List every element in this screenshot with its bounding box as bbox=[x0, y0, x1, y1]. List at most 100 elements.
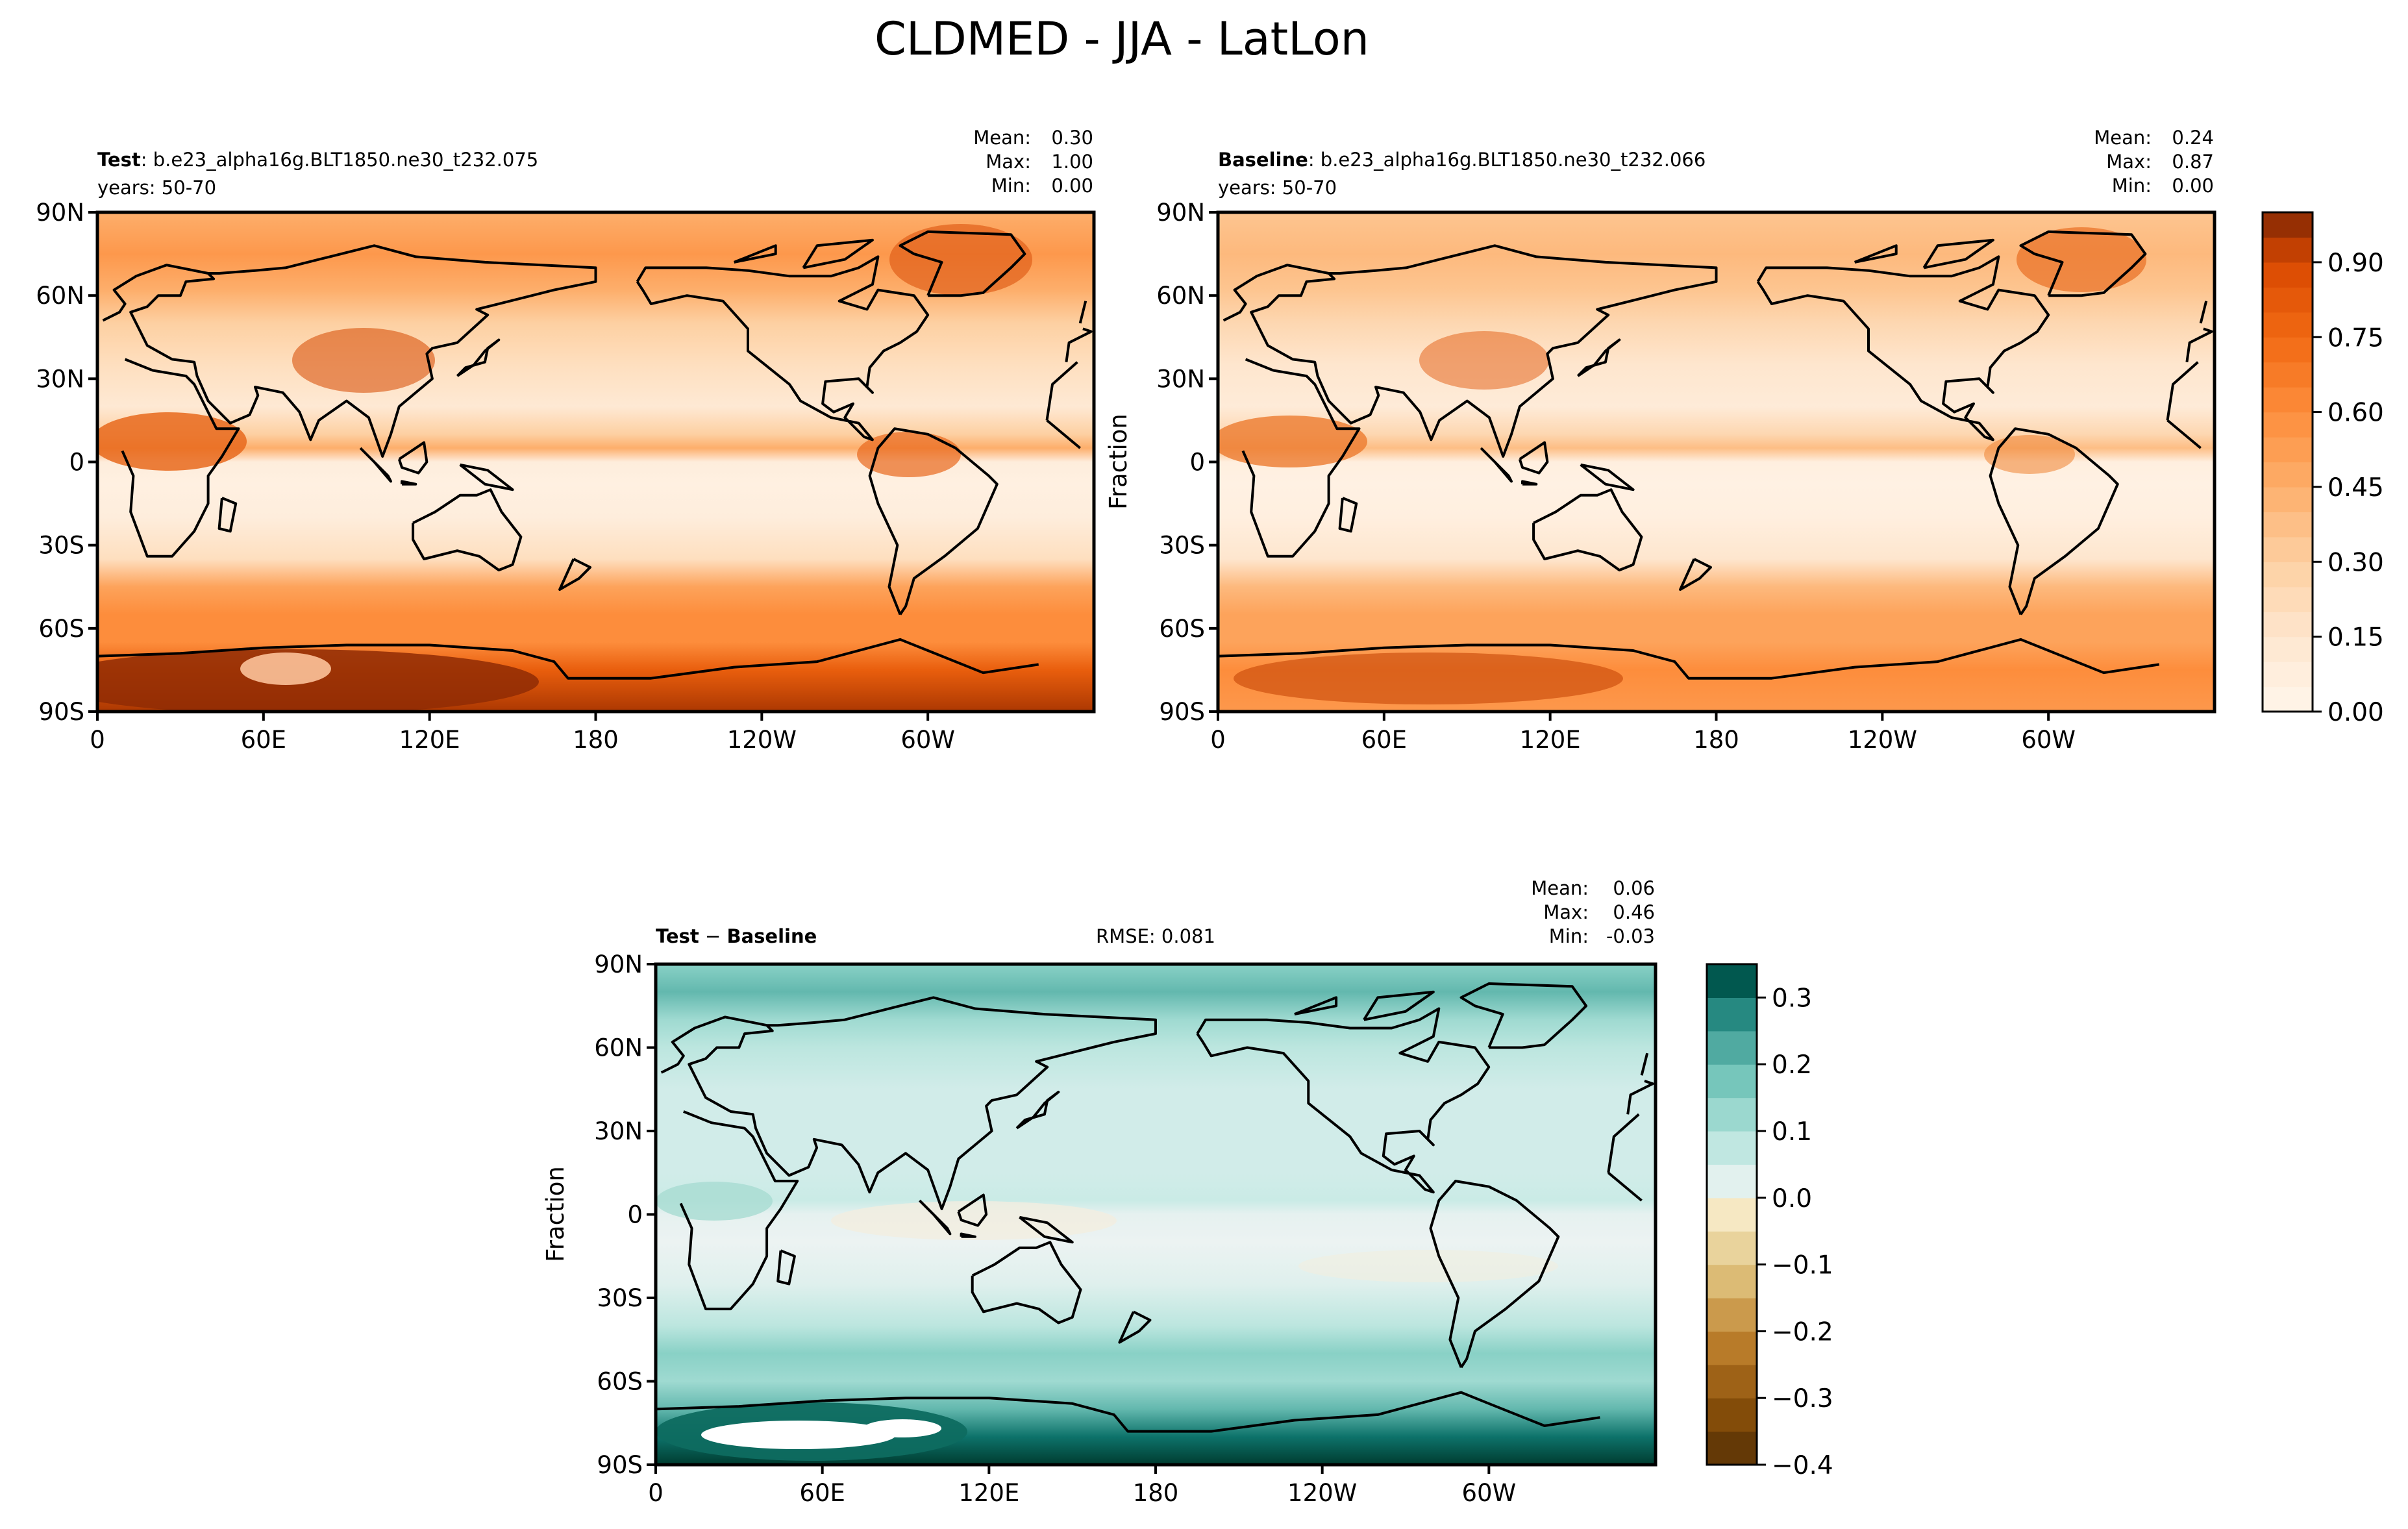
colorbar-block bbox=[1707, 1364, 1757, 1398]
colorbar-tick-label: 0.0 bbox=[1772, 1184, 1812, 1213]
test-stats: Mean: 0.30 Max: 1.00 Min: 0.00 bbox=[973, 127, 1093, 197]
coastline bbox=[1518, 441, 1549, 475]
xtick-label: 0 bbox=[1210, 726, 1226, 754]
diff-max-value: 0.46 bbox=[1613, 901, 1655, 923]
xtick-label: 60W bbox=[1461, 1479, 1516, 1507]
diff-map bbox=[656, 964, 1656, 1465]
coastline bbox=[456, 338, 501, 377]
coastline bbox=[636, 255, 930, 441]
brbg-colorbar: −0.4 −0.3 −0.2 −0.1 0.0 0.1 0.2 0.3 bbox=[1706, 963, 1833, 1480]
coastline bbox=[1580, 463, 1635, 491]
test-yticks: 90N 60N 30N 0 30S 60S 90S bbox=[36, 199, 97, 726]
colorbar-tick-label: 0.15 bbox=[2327, 623, 2384, 653]
colorbar-tick-label: 0.75 bbox=[2327, 323, 2384, 353]
xtick-label: 180 bbox=[1693, 726, 1739, 754]
colorbar-block bbox=[1707, 1231, 1757, 1265]
colorbar-tick-label: −0.1 bbox=[1772, 1251, 1833, 1280]
coastline bbox=[1521, 480, 1538, 486]
coastline bbox=[1459, 982, 1588, 1049]
coastline bbox=[1854, 244, 1898, 264]
colorbar-block bbox=[2263, 437, 2313, 463]
colorbar-block bbox=[2263, 662, 2313, 688]
coastline bbox=[733, 244, 777, 264]
baseline-min-label: Min: bbox=[2112, 175, 2152, 197]
baseline-anomalies bbox=[1218, 227, 2146, 704]
colorbar-block bbox=[1707, 1064, 1757, 1099]
coastline bbox=[960, 1232, 976, 1238]
baseline-panel: Baseline: b.e23_alpha16g.BLT1850.ne30_t2… bbox=[1104, 127, 2216, 754]
coastline bbox=[1363, 990, 1435, 1021]
baseline-xticks: 0 60E 120E 180 120W 60W bbox=[1210, 712, 2076, 754]
test-min-value: 0.00 bbox=[1051, 175, 1093, 197]
baseline-max-label: Max: bbox=[2106, 151, 2152, 173]
colorbar-tick-label: 0.2 bbox=[1772, 1050, 1812, 1080]
coastline bbox=[121, 358, 1081, 558]
baseline-max-value: 0.87 bbox=[2172, 151, 2214, 173]
coastline bbox=[1196, 1007, 1491, 1194]
ytick-label: 90S bbox=[597, 1451, 643, 1479]
colorbar-block bbox=[1707, 1197, 1757, 1232]
colorbar-tick-label: −0.3 bbox=[1772, 1384, 1833, 1413]
test-max-label: Max: bbox=[986, 151, 1031, 173]
xtick-label: 60W bbox=[2021, 726, 2076, 754]
baseline-yticks: 90N 60N 30N 0 30S 60S 90S bbox=[1156, 199, 1218, 726]
colorbar-block bbox=[2263, 212, 2313, 238]
coastline bbox=[868, 427, 999, 615]
coastline bbox=[1019, 1215, 1074, 1244]
colorbar-block bbox=[2263, 636, 2313, 662]
ytick-label: 60S bbox=[1159, 615, 1205, 643]
diff-stats: Mean: 0.06 Max: 0.46 Min: -0.03 bbox=[1531, 877, 1655, 947]
coastline bbox=[776, 1249, 796, 1286]
colorbar-block bbox=[2263, 312, 2313, 338]
xtick-label: 120E bbox=[958, 1479, 1019, 1507]
baseline-ylabel: Fraction bbox=[1104, 414, 1132, 510]
test-mean-label: Mean: bbox=[973, 127, 1031, 149]
coastline bbox=[2199, 301, 2208, 324]
coastline bbox=[660, 996, 1654, 1210]
coastline bbox=[918, 1199, 952, 1236]
xtick-label: 60E bbox=[241, 726, 286, 754]
baseline-map bbox=[1218, 212, 2215, 712]
coastline bbox=[1756, 255, 2050, 441]
test-label: Test bbox=[97, 149, 141, 171]
colorbar-tick-label: 0.90 bbox=[2327, 249, 2384, 278]
diff-field bbox=[656, 964, 1656, 1465]
diff-anomalies bbox=[656, 1182, 1558, 1461]
coastline bbox=[1294, 996, 1338, 1016]
diff-xticks: 0 60E 120E 180 120W 60W bbox=[648, 1465, 1516, 1507]
diff-baseline-label: Baseline bbox=[726, 925, 817, 947]
test-panel: Test: b.e23_alpha16g.BLT1850.ne30_t232.0… bbox=[36, 127, 1096, 754]
test-header: Test: b.e23_alpha16g.BLT1850.ne30_t232.0… bbox=[97, 149, 538, 171]
coastline bbox=[412, 488, 523, 572]
coastline bbox=[1679, 558, 1712, 591]
colorbar-tick-label: 0.30 bbox=[2327, 548, 2384, 577]
colorbar-block bbox=[2263, 387, 2313, 413]
colorbar-block bbox=[2263, 562, 2313, 588]
coastline bbox=[656, 1391, 1600, 1433]
coastline bbox=[1532, 488, 1643, 572]
figure-title: CLDMED - JJA - LatLon bbox=[875, 12, 1369, 66]
colorbar-block bbox=[2263, 462, 2313, 488]
xtick-label: 60E bbox=[799, 1479, 845, 1507]
ytick-label: 90S bbox=[38, 698, 84, 726]
coastline bbox=[957, 1193, 988, 1227]
coastline bbox=[1218, 638, 2159, 680]
colorbar-block bbox=[1707, 1131, 1757, 1165]
test-mean-value: 0.30 bbox=[1051, 127, 1093, 149]
coastline bbox=[359, 447, 392, 483]
coastline bbox=[1241, 358, 2202, 558]
ytick-label: 30S bbox=[1159, 532, 1205, 560]
colorbar-block bbox=[1707, 1097, 1757, 1132]
oranges-colorbar-ticks: 0.00 0.15 0.30 0.45 0.60 0.75 0.90 bbox=[2313, 249, 2384, 727]
coastline bbox=[679, 1110, 1643, 1311]
test-xticks: 0 60E 120E 180 120W 60W bbox=[90, 712, 955, 754]
baseline-label: Baseline bbox=[1218, 149, 1308, 171]
coastline bbox=[1078, 301, 1087, 324]
ytick-label: 30N bbox=[36, 365, 84, 393]
colorbar-block bbox=[1707, 1398, 1757, 1432]
ytick-label: 60N bbox=[36, 282, 84, 310]
baseline-min-value: 0.00 bbox=[2172, 175, 2214, 197]
test-coastlines bbox=[97, 230, 1093, 680]
diff-mean-label: Mean: bbox=[1531, 877, 1589, 899]
baseline-case-name: : b.e23_alpha16g.BLT1850.ne30_t232.066 bbox=[1308, 149, 1706, 171]
